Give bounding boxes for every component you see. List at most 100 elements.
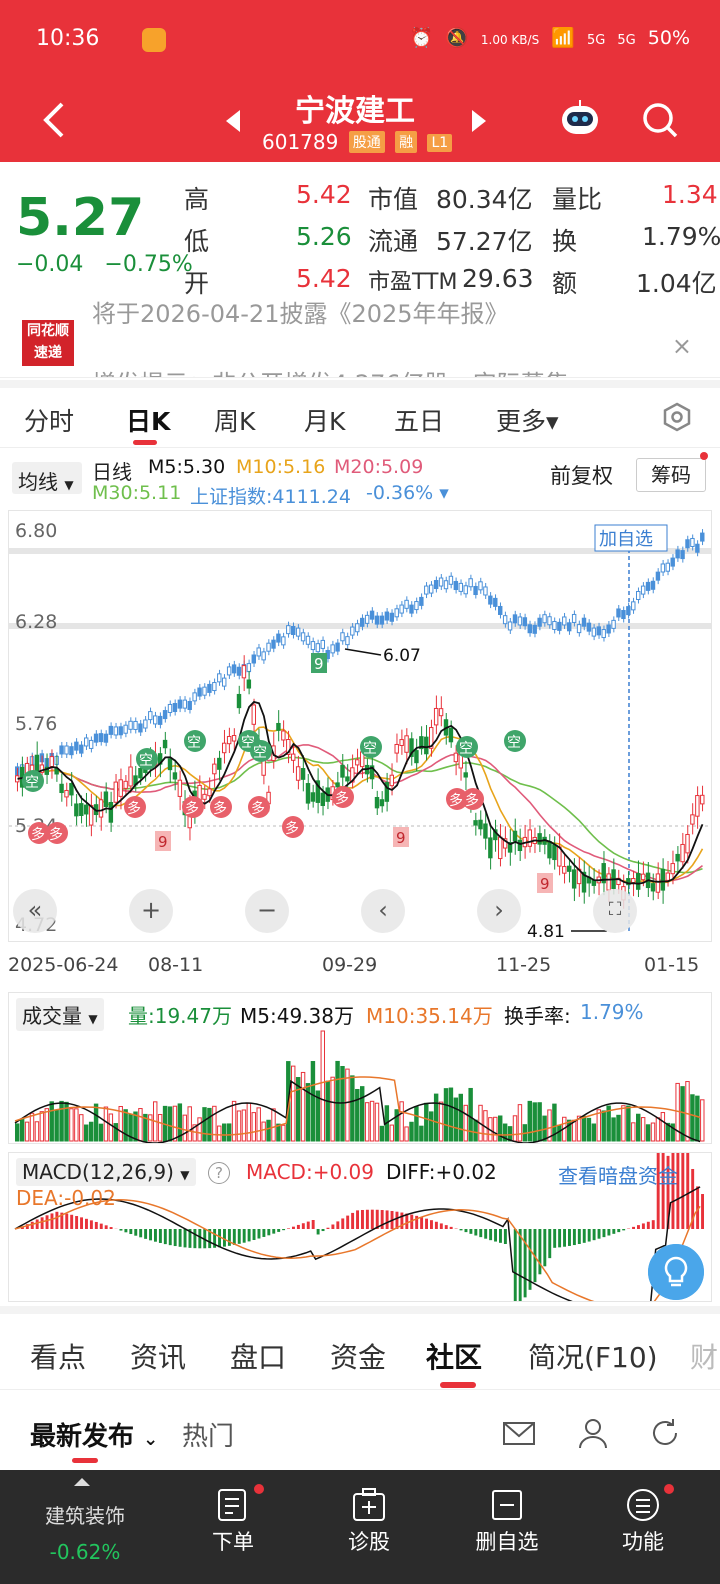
- chips-button[interactable]: 筹码: [636, 458, 706, 492]
- back-icon[interactable]: [40, 100, 68, 140]
- zoom-out-button[interactable]: −: [245, 889, 289, 933]
- volume-bar: [596, 1109, 601, 1142]
- candle-body: [517, 839, 523, 852]
- tab-f10[interactable]: 简况(F10): [528, 1341, 658, 1374]
- kline-chart[interactable]: 6.80 6.28 5.76 5.24 4.72 加自选 多多多多多多多多多多空…: [8, 510, 712, 942]
- tab-intraday[interactable]: 分时: [24, 407, 75, 436]
- candle-body: [167, 758, 173, 771]
- index-change[interactable]: -0.36% ▾: [366, 482, 449, 504]
- sector-info[interactable]: 建筑装饰 -0.62%: [20, 1470, 150, 1584]
- dark-pool-link[interactable]: 查看暗盘资金: [558, 1164, 678, 1188]
- lightbulb-icon[interactable]: [648, 1244, 704, 1300]
- tab-latest[interactable]: 最新发布 ⌄: [30, 1416, 158, 1453]
- tab-news[interactable]: 资讯: [130, 1341, 187, 1374]
- volume-bar: [463, 1104, 468, 1142]
- buy-signal-label: 多: [335, 790, 349, 807]
- volume-ma5-line: [14, 1079, 701, 1144]
- index-value[interactable]: 上证指数:4111.24: [190, 486, 351, 508]
- functions-button[interactable]: 功能: [578, 1470, 708, 1584]
- buy-signal-marker: [446, 788, 468, 810]
- candle-body: [571, 869, 577, 889]
- td-nine-marker: [537, 873, 553, 893]
- tab-daily-k[interactable]: 日K: [126, 407, 171, 436]
- macd-selector[interactable]: MACD(12,26,9) ▼: [16, 1158, 196, 1186]
- candle-body: [537, 833, 542, 845]
- float-value: 57.27亿: [436, 227, 533, 256]
- settings-icon[interactable]: [662, 402, 692, 432]
- news-ticker[interactable]: 同花顺 速递 将于2026-04-21披露《2025年年报》 增发提示：非公开增…: [0, 300, 720, 378]
- logo-line2: 速递: [34, 345, 62, 361]
- volume-bar: [222, 1123, 227, 1142]
- y-label-680: 6.80: [15, 520, 57, 542]
- fullscreen-button[interactable]: ⛶: [593, 889, 637, 933]
- indicator-selector[interactable]: 均线 ▼: [12, 462, 82, 494]
- pan-right-button[interactable]: ›: [477, 889, 521, 933]
- wifi-icon: 📶: [551, 27, 575, 49]
- pan-left-button[interactable]: ‹: [361, 889, 405, 933]
- candle-body: [488, 837, 493, 859]
- tab-weekly-k[interactable]: 周K: [214, 407, 256, 436]
- prev-stock-icon[interactable]: [226, 110, 240, 132]
- help-icon[interactable]: ?: [208, 1162, 230, 1184]
- candle-body: [98, 799, 104, 818]
- tab-highlights[interactable]: 看点: [30, 1341, 87, 1374]
- pe-label: 市盈TTM: [368, 270, 458, 295]
- diagnose-button[interactable]: 诊股: [304, 1470, 434, 1584]
- close-icon[interactable]: ×: [671, 332, 692, 360]
- period-tabs: 分时 日K 周K 月K 五日 更多▾: [0, 392, 720, 448]
- search-icon[interactable]: [640, 100, 680, 140]
- functions-label: 功能: [622, 1530, 664, 1554]
- index-body: [202, 686, 207, 696]
- adjust-mode[interactable]: 前复权: [550, 464, 613, 488]
- index-body: [522, 617, 528, 627]
- index-body: [266, 642, 271, 652]
- tab-monthly-k[interactable]: 月K: [304, 407, 346, 436]
- refresh-icon[interactable]: [648, 1416, 682, 1450]
- remove-watch-label: 删自选: [475, 1530, 539, 1554]
- sell-signal-marker: [456, 736, 478, 758]
- index-body: [557, 621, 562, 631]
- index-body: [197, 687, 202, 697]
- volume-bar: [340, 1065, 345, 1142]
- x-label-0: 2025-06-24: [8, 954, 119, 976]
- volume-chart[interactable]: [8, 992, 712, 1144]
- index-body: [601, 629, 606, 639]
- robot-assistant-icon[interactable]: [558, 98, 602, 138]
- index-body: [394, 608, 399, 618]
- expand-up-icon[interactable]: [74, 1478, 90, 1486]
- zoom-in-button[interactable]: +: [129, 889, 173, 933]
- index-body: [93, 733, 99, 743]
- index-body: [478, 581, 483, 591]
- index-body: [157, 715, 163, 725]
- tab-orderbook[interactable]: 盘口: [230, 1341, 287, 1374]
- tab-finance[interactable]: 财: [690, 1341, 719, 1374]
- candle-body: [138, 767, 143, 779]
- volume-bar: [685, 1081, 690, 1142]
- volume-selector[interactable]: 成交量 ▼: [16, 998, 104, 1031]
- tag-level1: L1: [427, 134, 453, 152]
- next-stock-icon[interactable]: [472, 110, 486, 132]
- jump-start-button[interactable]: «: [13, 889, 57, 933]
- volume-bar: [93, 1103, 99, 1142]
- candle-body: [438, 708, 444, 717]
- volume-bar: [261, 1121, 266, 1142]
- tab-community[interactable]: 社区: [426, 1341, 483, 1374]
- tab-funds[interactable]: 资金: [330, 1341, 387, 1374]
- index-body: [123, 724, 128, 734]
- news-line-2[interactable]: 增发提示：非公开增发4.276亿股，实际募集: [92, 364, 569, 377]
- candle-body: [695, 795, 700, 817]
- news-line-1[interactable]: 将于2026-04-21披露《2025年年报》: [92, 300, 509, 328]
- alarm-icon: ⏰: [409, 27, 434, 49]
- tab-more[interactable]: 更多▾: [496, 407, 559, 436]
- add-watch-label[interactable]: 加自选: [599, 529, 653, 550]
- candle-body: [655, 873, 661, 893]
- index-body: [187, 700, 192, 710]
- add-watch-tag[interactable]: [594, 524, 668, 552]
- tab-hot[interactable]: 热门: [182, 1422, 235, 1452]
- mail-icon[interactable]: [502, 1416, 536, 1450]
- user-icon[interactable]: [576, 1416, 610, 1450]
- remove-watch-button[interactable]: 删自选: [442, 1470, 572, 1584]
- diagnose-icon: [353, 1488, 385, 1521]
- tab-five-day[interactable]: 五日: [394, 407, 445, 436]
- order-button[interactable]: 下单: [168, 1470, 298, 1584]
